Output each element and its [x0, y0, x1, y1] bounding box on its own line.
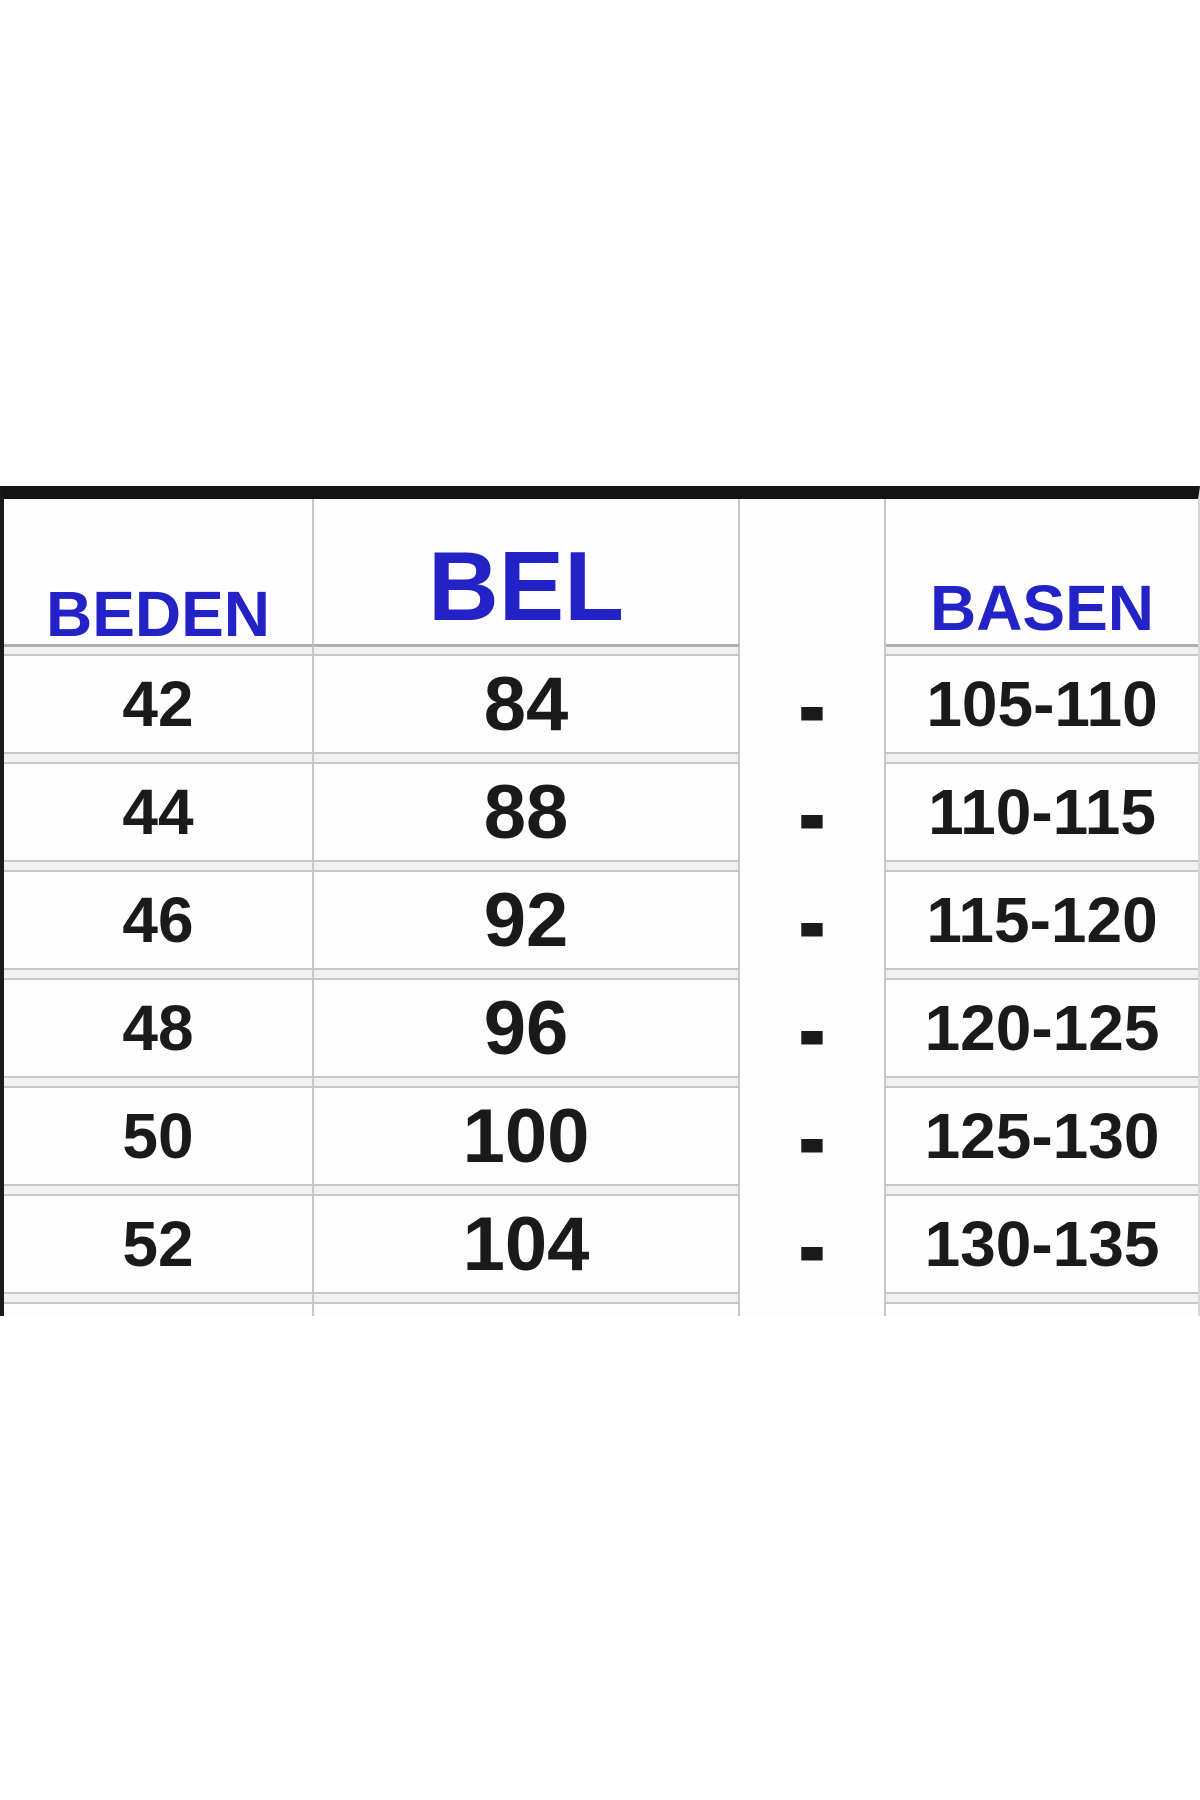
partial-row-stub [886, 1304, 1198, 1316]
cell-basen: 105-110 [886, 656, 1198, 752]
partial-row-stub [314, 1304, 740, 1316]
col-header-basen: BASEN [886, 499, 1198, 644]
separator-band [4, 644, 314, 656]
separator-band [4, 1076, 314, 1088]
separator-band [314, 1184, 740, 1196]
cell-bel: 96 [314, 980, 740, 1076]
cell-basen: 125-130 [886, 1088, 1198, 1184]
partial-row-stub [4, 1304, 314, 1316]
cell-basen: 110-115 [886, 764, 1198, 860]
cell-beden: 48 [4, 980, 314, 1076]
separator-band [886, 968, 1198, 980]
separator-band [314, 1076, 740, 1088]
separator-band [886, 644, 1198, 656]
cell-beden: 52 [4, 1196, 314, 1292]
cell-beden: 44 [4, 764, 314, 860]
col-header-empty [740, 499, 886, 644]
separator-band [886, 752, 1198, 764]
size-chart-table: BEDEN BEL BASEN 42 84 - 105-110 44 88 - … [0, 486, 1200, 1316]
cell-bel: 104 [314, 1196, 740, 1292]
separator-band [886, 1076, 1198, 1088]
cell-bel: 88 [314, 764, 740, 860]
cell-bel: 84 [314, 656, 740, 752]
cell-dash: - [740, 639, 886, 769]
cell-bel: 92 [314, 872, 740, 968]
cell-basen: 130-135 [886, 1196, 1198, 1292]
separator-band [314, 644, 740, 656]
cell-beden: 50 [4, 1088, 314, 1184]
col-header-bel: BEL [314, 499, 740, 644]
cell-bel: 100 [314, 1088, 740, 1184]
cell-basen: 120-125 [886, 980, 1198, 1076]
col-header-beden: BEDEN [4, 499, 314, 644]
cell-beden: 46 [4, 872, 314, 968]
cell-beden: 42 [4, 656, 314, 752]
separator-band [314, 1292, 740, 1304]
separator-band [314, 968, 740, 980]
separator-band [4, 968, 314, 980]
separator-band [314, 860, 740, 872]
separator-band [4, 1184, 314, 1196]
separator-band [886, 1292, 1198, 1304]
cell-dash: - [740, 1179, 886, 1309]
separator-band [886, 860, 1198, 872]
separator-band [4, 860, 314, 872]
separator-band [4, 1292, 314, 1304]
separator-band [886, 1184, 1198, 1196]
separator-band [4, 752, 314, 764]
separator-band [314, 752, 740, 764]
cell-basen: 115-120 [886, 872, 1198, 968]
